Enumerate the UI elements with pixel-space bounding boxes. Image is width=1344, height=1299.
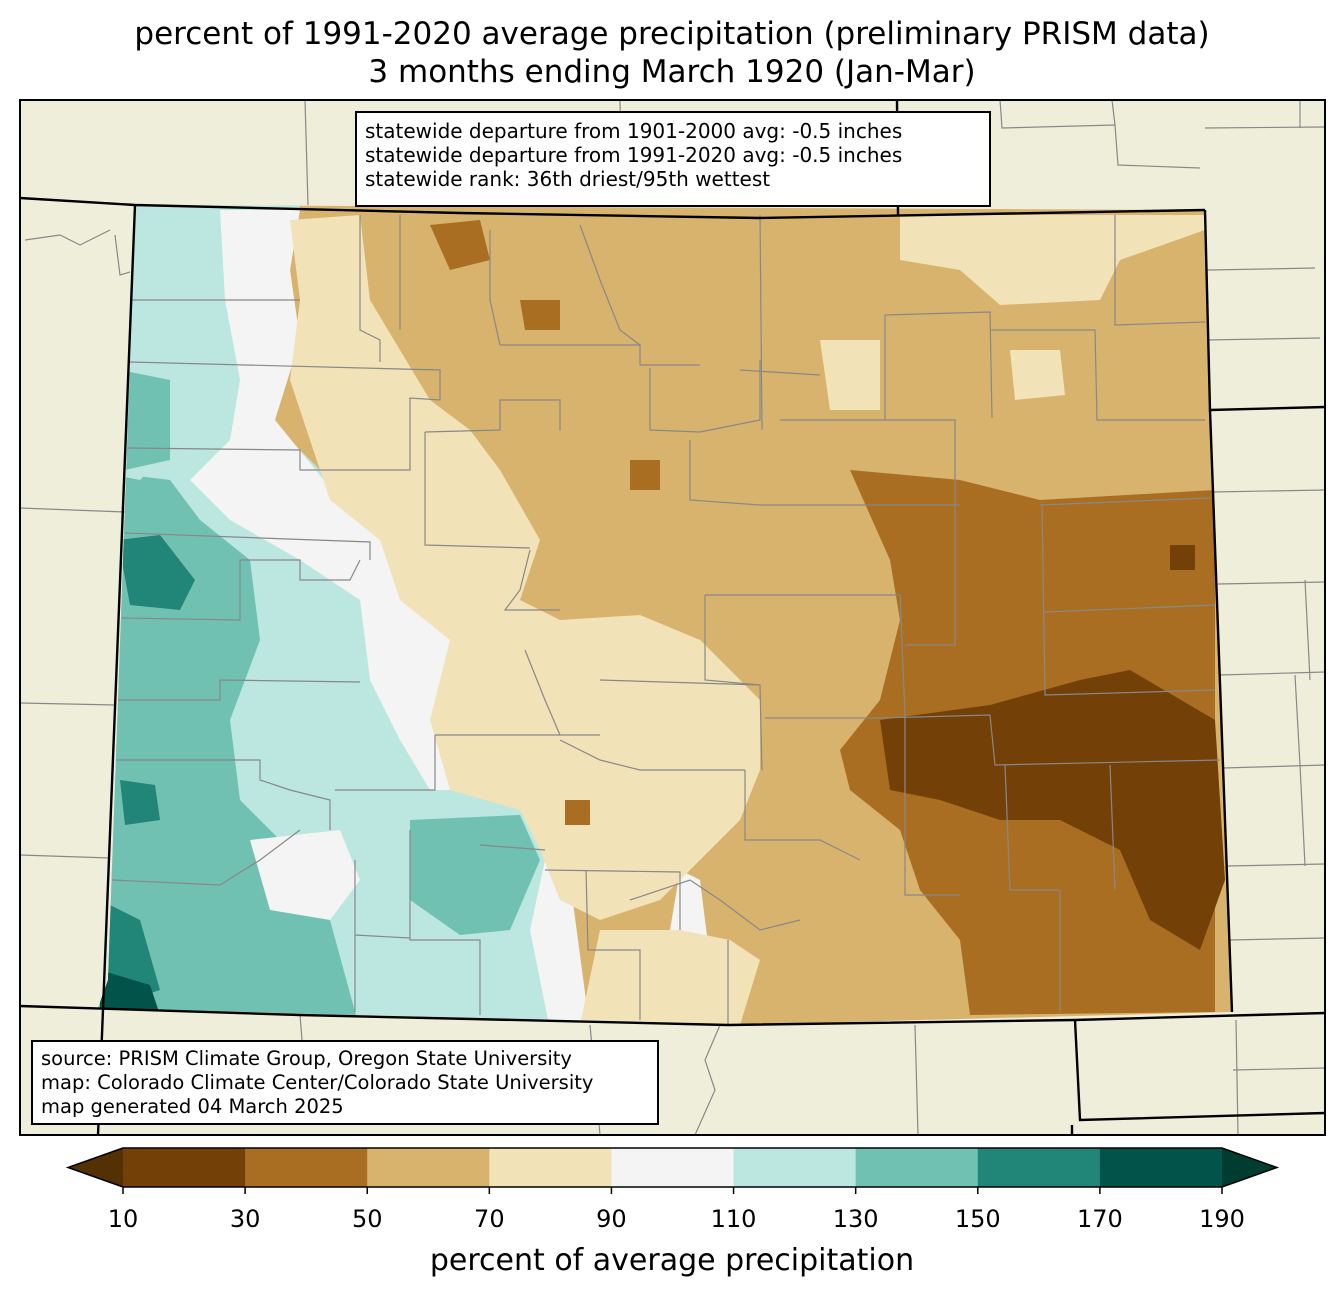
colorbar-bin-50-70	[367, 1148, 490, 1187]
colorbar-tick-label: 170	[1076, 1205, 1123, 1233]
colorbar-over-arrow	[1222, 1148, 1277, 1187]
county-lines	[111, 214, 1221, 1025]
source-line: source: PRISM Climate Group, Oregon Stat…	[41, 1047, 572, 1070]
colorbar-bin-170-190	[1099, 1148, 1223, 1187]
colorbar-bin-110-130	[733, 1148, 857, 1187]
colorbar-tick-label: 70	[474, 1205, 505, 1233]
colorbar-tick-label: 150	[954, 1205, 1001, 1233]
statewide-stats-box: statewide departure from 1901-2000 avg: …	[355, 111, 991, 207]
stats-departure-1991-2020: statewide departure from 1991-2020 avg: …	[365, 143, 903, 167]
colorbar-bin-30-50	[245, 1148, 368, 1187]
map-subtitle: 3 months ending March 1920 (Jan-Mar)	[368, 54, 976, 90]
map-frame	[19, 99, 1326, 1136]
colorbar-bin-10-30	[123, 1148, 246, 1187]
stats-departure-1901-2000: statewide departure from 1901-2000 avg: …	[365, 119, 903, 143]
colorbar-bin-90-110	[611, 1148, 735, 1187]
neighbor-county-lines	[20, 100, 1325, 1135]
colorbar	[65, 1147, 1280, 1194]
map-title: percent of 1991-2020 average precipitati…	[134, 16, 1210, 52]
colorbar-tick-label: 130	[832, 1205, 879, 1233]
colorbar-tick-label: 50	[351, 1205, 383, 1233]
state-borders	[19, 99, 1326, 1136]
colorbar-tick-label: 190	[1199, 1205, 1245, 1233]
colorbar-under-arrow	[68, 1148, 123, 1187]
source-box: source: PRISM Climate Group, Oregon Stat…	[31, 1040, 659, 1125]
colorbar-bin-150-170	[977, 1148, 1101, 1187]
map-credit-line: map: Colorado Climate Center/Colorado St…	[41, 1071, 594, 1094]
generated-date-line: map generated 04 March 2025	[41, 1095, 344, 1118]
colorbar-tick-label: 10	[107, 1205, 139, 1233]
colorbar-tick-label: 90	[596, 1205, 627, 1233]
colorbar-label: percent of average precipitation	[429, 1243, 915, 1278]
colorbar-bin-130-150	[855, 1148, 979, 1187]
colorbar-tick-label: 30	[229, 1205, 261, 1233]
stats-rank: statewide rank: 36th driest/95th wettest	[365, 167, 771, 191]
colorbar-bin-70-90	[489, 1148, 612, 1187]
precip-field	[98, 205, 1232, 1025]
colorbar-tick-label: 110	[710, 1205, 757, 1233]
